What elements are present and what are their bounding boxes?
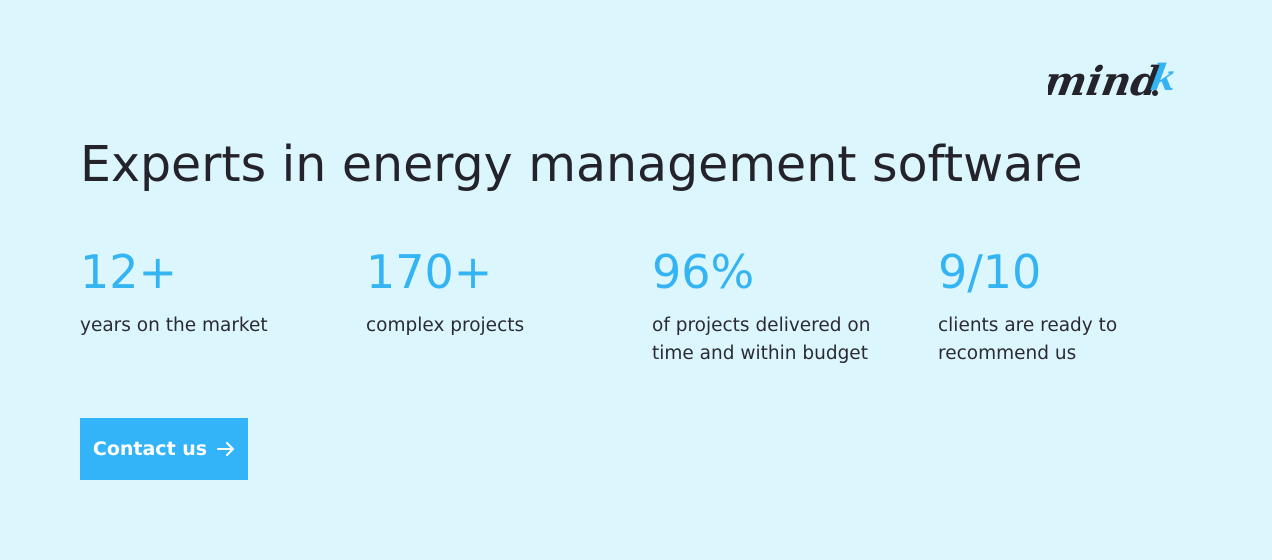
stat-label: years on the market (80, 315, 268, 336)
stat-recommend: 9/10 clients are ready to recommend us (938, 244, 1138, 368)
logo-text-main: mind (1048, 57, 1163, 105)
contact-us-label: Contact us (92, 438, 208, 460)
stat-value: 12+ (80, 245, 178, 299)
headline: Experts in energy management software (80, 136, 1083, 193)
stat-value: 96% (652, 245, 755, 299)
mindk-logo: mind k (1041, 40, 1198, 110)
stat-label: complex projects (366, 315, 525, 336)
mindk-logo-graphic: mind k (1041, 56, 1181, 105)
stats-row: 12+ years on the market 170+ complex pro… (80, 244, 1200, 384)
stat-value: 170+ (366, 245, 493, 299)
stat-projects: 170+ complex projects (366, 244, 636, 340)
stat-label: clients are ready to recommend us (938, 315, 1118, 364)
arrow-right-icon (217, 442, 235, 456)
contact-us-button[interactable]: Contact us (80, 418, 248, 480)
stat-years: 12+ years on the market (80, 244, 350, 340)
stat-on-time: 96% of projects delivered on time and wi… (652, 244, 902, 368)
stat-label: of projects delivered on time and within… (652, 315, 871, 364)
logo-dot (1152, 90, 1158, 96)
stat-value: 9/10 (938, 245, 1042, 299)
